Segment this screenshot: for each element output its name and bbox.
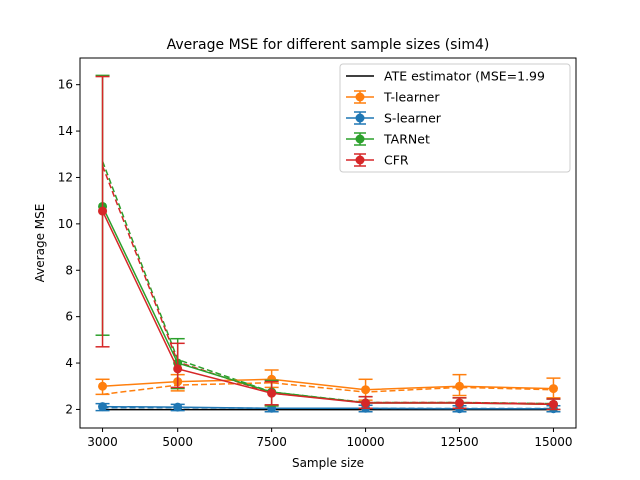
data-point — [455, 398, 465, 408]
data-point — [98, 402, 108, 412]
legend-label: T-learner — [383, 90, 440, 105]
data-point — [98, 206, 108, 216]
legend-label: TARNet — [383, 132, 430, 147]
y-tick-label: 12 — [58, 170, 73, 184]
x-tick-label: 10000 — [346, 435, 384, 449]
plot-area — [95, 74, 561, 414]
x-tick-label: 15000 — [534, 435, 572, 449]
legend-label: CFR — [384, 153, 409, 168]
x-axis: 3000 5000 7500 10000 12500 15000 — [87, 428, 573, 449]
y-tick-label: 6 — [65, 310, 73, 324]
legend-swatch-marker — [355, 155, 365, 165]
data-point — [548, 384, 558, 394]
y-axis-label: Average MSE — [33, 204, 47, 283]
data-point — [455, 381, 465, 391]
y-tick-label: 14 — [58, 124, 73, 138]
data-point — [361, 385, 371, 395]
data-point — [98, 381, 108, 391]
y-axis: 2 4 6 8 10 12 14 16 — [58, 78, 80, 416]
legend-box — [339, 63, 571, 173]
y-tick-label: 10 — [58, 217, 73, 231]
y-tick-label: 8 — [65, 263, 73, 277]
series-dashed-line — [102, 382, 554, 396]
x-axis-label: Sample size — [292, 456, 364, 470]
series-line — [102, 378, 554, 391]
x-tick-label: 3000 — [87, 435, 118, 449]
series-line — [102, 405, 554, 410]
chart-title: Average MSE for different sample sizes (… — [167, 37, 490, 53]
y-tick-label: 16 — [58, 78, 73, 92]
data-point — [361, 398, 371, 408]
x-tick-label: 5000 — [162, 435, 193, 449]
y-tick-label: 4 — [65, 356, 73, 370]
data-point — [548, 399, 558, 409]
legend: ATE estimator (MSE=1.99 T-learner S-learne… — [339, 63, 571, 173]
x-tick-label: 7500 — [256, 435, 287, 449]
data-point — [173, 402, 183, 412]
data-point — [173, 364, 183, 374]
legend-swatch-marker — [355, 113, 365, 123]
legend-swatch-marker — [355, 134, 365, 144]
x-tick-label: 12500 — [440, 435, 478, 449]
series-line — [101, 210, 554, 406]
y-tick-label: 2 — [65, 402, 73, 416]
data-point — [267, 388, 277, 398]
axes-frame — [79, 57, 577, 429]
legend-swatch-marker — [355, 92, 365, 102]
legend-label: ATE estimator (MSE=1.99 — [384, 69, 545, 84]
legend-label: S-learner — [384, 111, 442, 126]
